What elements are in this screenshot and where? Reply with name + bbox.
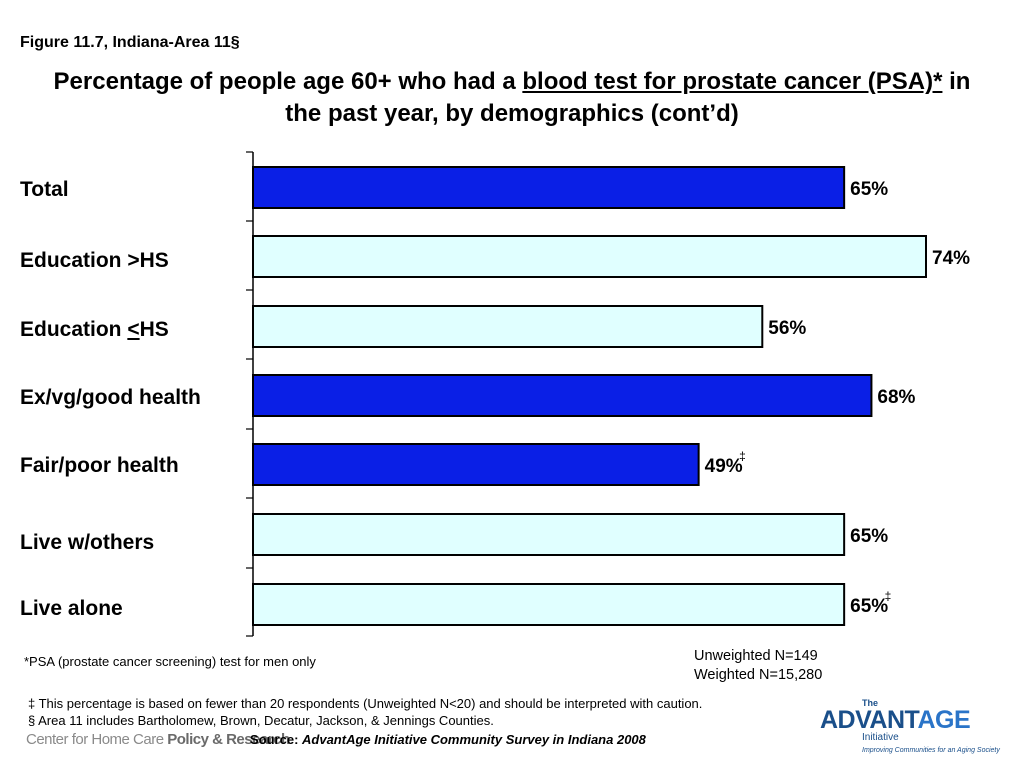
caution-mark-4: ‡ [739,449,746,463]
logo-left-text2: Policy & Research [167,731,290,748]
data-label-1: 74% [932,248,970,269]
category-education-low: Education <HS [20,318,169,342]
category-health-good: Ex/vg/good health [20,386,201,409]
title-part2: in the past year, by demographics (cont’… [285,68,971,127]
bar-0 [252,166,846,209]
logo-wordmark: ADVANTAGE [820,706,971,735]
category-live-alone: Live alone [20,597,123,620]
data-label-5: 65% [850,526,888,547]
chart-title: Percentage of people age 60+ who had a b… [40,66,984,130]
data-label-0: 65% [850,179,888,200]
advantage-initiative-logo: The ADVANTAGE Initiative Improving Commu… [820,696,1020,762]
category-education-low-suffix: HS [139,318,169,341]
source-text: AdvantAge Initiative Community Survey in… [302,732,646,747]
logo-left-text1: Center for Home Care [26,731,168,748]
category-total: Total [20,178,69,201]
title-underlined: blood test for prostate cancer (PSA)* [522,68,943,95]
unweighted-n: Unweighted N=149 [694,648,818,664]
center-for-home-care-logo: Center for Home Care Policy & Research [26,731,290,748]
logo-adv: ADVANT [820,706,918,734]
category-education-high: Education >HS [20,249,169,272]
logo-tagline: Improving Communities for an Aging Socie… [862,747,1000,754]
data-label-6: 65% [850,596,888,617]
bar-3 [252,374,873,417]
logo-age: AGE [917,706,971,734]
title-part1: Percentage of people age 60+ who had a [53,68,523,95]
weighted-n: Weighted N=15,280 [694,667,823,683]
logo-the: The [862,698,879,708]
footnote-caution: ‡ This percentage is based on fewer than… [28,696,703,711]
footnote-psa: *PSA (prostate cancer screening) test fo… [24,654,316,669]
data-label-2: 56% [768,318,806,339]
bar-6 [252,583,846,626]
bar-5 [252,513,846,556]
category-education-low-prefix: Education [20,318,128,341]
sample-size: Unweighted N=149 Weighted N=15,280 [694,647,822,685]
category-health-poor: Fair/poor health [20,454,179,477]
bar-2 [252,305,764,348]
data-label-3: 68% [877,387,915,408]
bar-4 [252,443,700,486]
category-live-others: Live w/others [20,531,155,554]
caution-mark-6: ‡ [885,589,892,603]
footnote-area: § Area 11 includes Bartholomew, Brown, D… [28,713,494,728]
bar-1 [252,235,927,278]
category-education-low-symbol: < [127,318,140,341]
source-label: Source: [250,732,303,747]
logo-initiative: Initiative [862,732,899,743]
source-note: Source: AdvantAge Initiative Community S… [250,732,646,747]
figure-label: Figure 11.7, Indiana-Area 11§ [20,34,240,51]
data-label-4: 49% [705,456,743,477]
